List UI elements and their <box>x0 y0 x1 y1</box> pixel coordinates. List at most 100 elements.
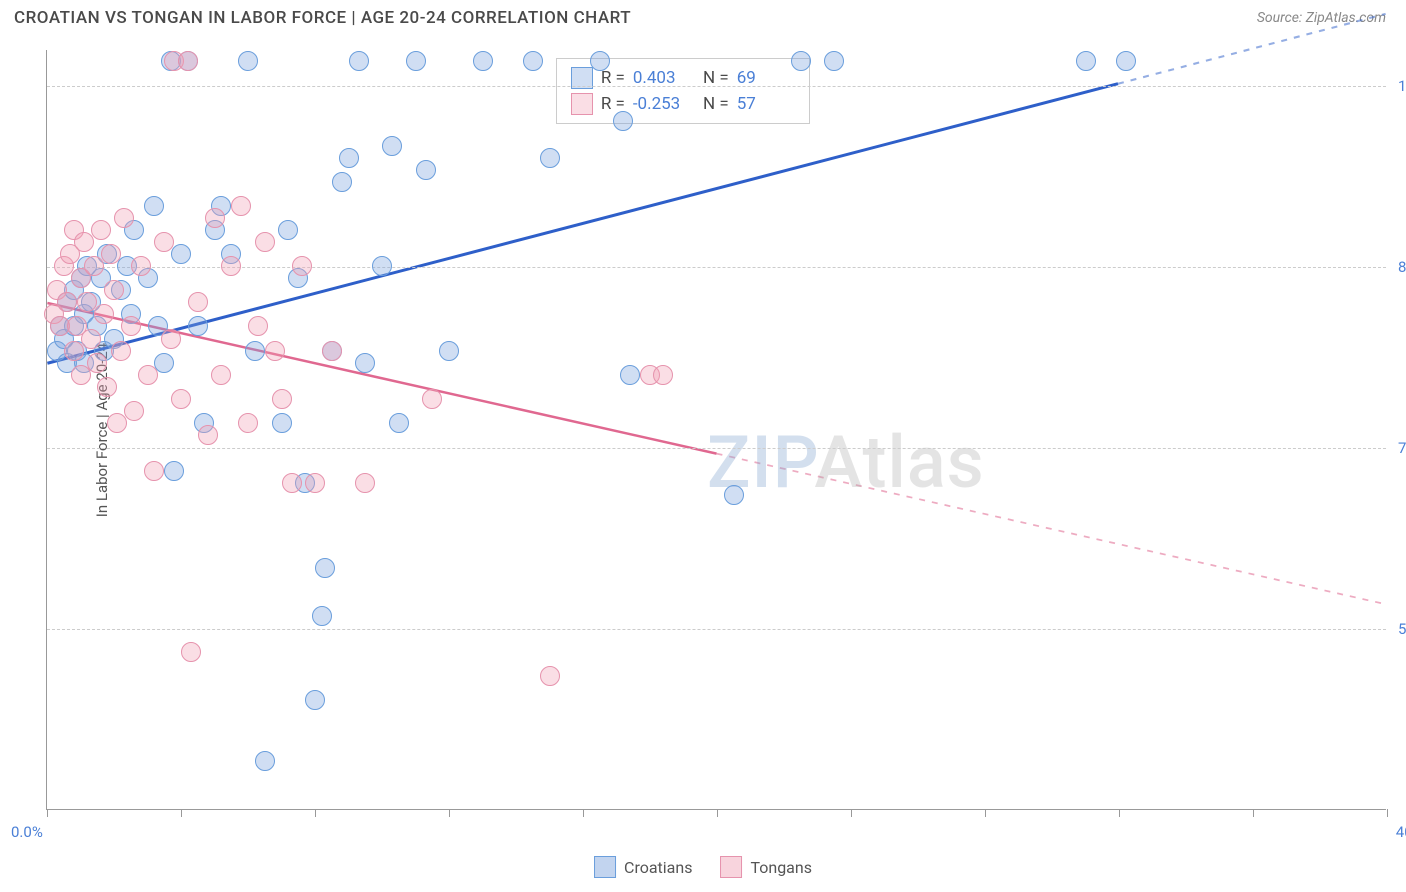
x-tick <box>181 809 182 817</box>
x-tick <box>449 809 450 817</box>
y-tick-label: 55.0% <box>1392 620 1406 638</box>
stats-r-value: -0.253 <box>633 94 691 114</box>
scatter-point <box>107 413 127 433</box>
stats-n-label: N = <box>699 68 729 88</box>
scatter-point <box>255 751 275 771</box>
scatter-point <box>322 341 342 361</box>
legend-swatch <box>594 856 616 878</box>
legend-item: Tongans <box>720 856 812 878</box>
scatter-point <box>473 51 493 71</box>
y-tick-label: 100.0% <box>1392 77 1406 95</box>
scatter-point <box>349 51 369 71</box>
scatter-point <box>238 51 258 71</box>
stats-r-label: R = <box>601 68 625 88</box>
scatter-point <box>540 148 560 168</box>
stats-n-value: 57 <box>737 94 795 114</box>
gridline <box>47 629 1386 630</box>
scatter-point <box>111 341 131 361</box>
gridline <box>47 448 1386 449</box>
source-attribution: Source: ZipAtlas.com <box>1257 10 1386 26</box>
legend-item: Croatians <box>594 856 692 878</box>
scatter-point <box>245 341 265 361</box>
scatter-point <box>355 353 375 373</box>
chart-title: CROATIAN VS TONGAN IN LABOR FORCE | AGE … <box>14 8 631 28</box>
scatter-point <box>57 292 77 312</box>
scatter-point <box>620 365 640 385</box>
scatter-point <box>138 365 158 385</box>
scatter-point <box>791 51 811 71</box>
scatter-point <box>161 329 181 349</box>
scatter-point <box>211 365 231 385</box>
scatter-point <box>613 111 633 131</box>
scatter-point <box>91 220 111 240</box>
trend-line-extrapolated <box>717 454 1386 605</box>
scatter-point <box>181 642 201 662</box>
legend-swatch <box>720 856 742 878</box>
y-tick-label: 70.0% <box>1392 439 1406 457</box>
scatter-point <box>590 51 610 71</box>
scatter-point <box>164 461 184 481</box>
stats-r-value: 0.403 <box>633 68 691 88</box>
scatter-point <box>198 425 218 445</box>
scatter-point <box>188 316 208 336</box>
scatter-point <box>205 208 225 228</box>
scatter-point <box>305 690 325 710</box>
scatter-point <box>97 377 117 397</box>
x-tick <box>47 809 48 817</box>
scatter-point <box>74 232 94 252</box>
scatter-point <box>372 256 392 276</box>
scatter-point <box>305 473 325 493</box>
scatter-point <box>439 341 459 361</box>
scatter-point <box>114 208 134 228</box>
legend-label: Croatians <box>624 858 692 877</box>
scatter-point <box>178 51 198 71</box>
scatter-point <box>406 51 426 71</box>
scatter-point <box>1116 51 1136 71</box>
scatter-point <box>315 558 335 578</box>
scatter-point <box>101 244 121 264</box>
gridline <box>47 86 1386 87</box>
legend-label: Tongans <box>750 858 812 877</box>
scatter-point <box>144 196 164 216</box>
scatter-point <box>87 353 107 373</box>
scatter-point <box>1076 51 1096 71</box>
x-tick <box>1387 809 1388 817</box>
scatter-point <box>824 51 844 71</box>
scatter-point <box>221 256 241 276</box>
scatter-point <box>272 413 292 433</box>
x-tick <box>583 809 584 817</box>
x-axis-max-label: 40.0% <box>1396 823 1406 841</box>
x-tick <box>315 809 316 817</box>
scatter-point <box>332 172 352 192</box>
stats-n-label: N = <box>699 94 729 114</box>
scatter-point <box>389 413 409 433</box>
scatter-point <box>272 389 292 409</box>
x-tick <box>1119 809 1120 817</box>
scatter-point <box>255 232 275 252</box>
scatter-point <box>339 148 359 168</box>
scatter-point <box>540 666 560 686</box>
scatter-point <box>121 316 141 336</box>
x-axis-min-label: 0.0% <box>11 823 43 841</box>
scatter-point <box>71 365 91 385</box>
scatter-point <box>382 136 402 156</box>
scatter-point <box>238 413 258 433</box>
scatter-point <box>81 329 101 349</box>
series-swatch <box>571 93 593 115</box>
stats-n-value: 69 <box>737 68 795 88</box>
scatter-point <box>154 353 174 373</box>
scatter-point <box>64 341 84 361</box>
scatter-point <box>144 461 164 481</box>
scatter-point <box>104 280 124 300</box>
scatter-point <box>278 220 298 240</box>
x-tick <box>851 809 852 817</box>
scatter-point <box>124 401 144 421</box>
scatter-point <box>265 341 285 361</box>
scatter-point <box>154 232 174 252</box>
scatter-point <box>188 292 208 312</box>
scatter-point <box>248 316 268 336</box>
scatter-point <box>355 473 375 493</box>
x-tick <box>985 809 986 817</box>
scatter-point <box>312 606 332 626</box>
x-tick <box>717 809 718 817</box>
